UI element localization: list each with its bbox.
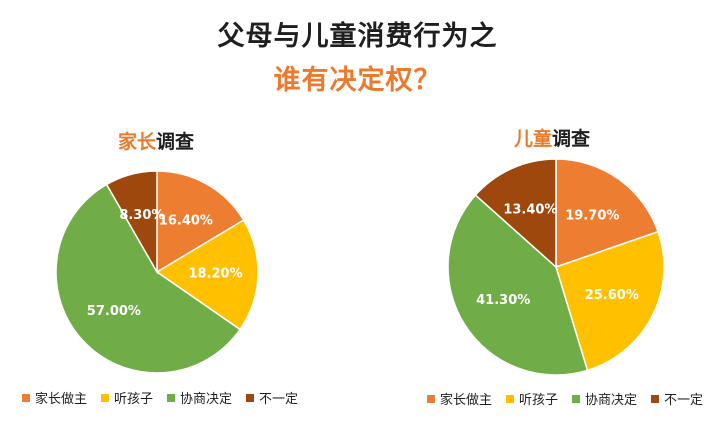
legend-swatch-parent: [427, 394, 435, 403]
chart-1-data-label-parent: 16.40%: [159, 214, 213, 229]
legend-label-parent: 家长做主: [440, 393, 493, 408]
chart-2-data-label-parent: 19.70%: [565, 208, 619, 223]
chart-2-legend: 家长做主 听孩子 协商决定 不一定: [427, 389, 715, 408]
legend-label-uncertain: 不一定: [259, 392, 299, 407]
legend-swatch-uncertain: [246, 393, 255, 402]
chart-1-slice-child: [155, 219, 259, 331]
chart-1-title: 家长调查: [118, 127, 194, 154]
chart-1-data-label-uncertain: 8.30%: [119, 208, 164, 223]
chart-1-data-label-negotiate: 57.00%: [87, 304, 141, 319]
legend-item-negotiate: 协商决定: [167, 388, 232, 407]
chart-2-slice-negotiate: [447, 194, 589, 376]
chart-1-data-label-child: 18.20%: [188, 266, 242, 281]
chart-2-slice-child: [555, 230, 665, 372]
legend-item-child: 听孩子: [101, 388, 153, 407]
chart-1-slice-uncertain: [105, 170, 158, 275]
chart-1-title-highlight: 家长: [118, 131, 157, 153]
legend-swatch-uncertain: [651, 394, 660, 403]
legend-swatch-negotiate: [572, 394, 581, 403]
legend-label-negotiate: 协商决定: [585, 393, 638, 408]
legend-item-uncertain: 不一定: [651, 389, 703, 408]
chart-2-data-label-uncertain: 13.40%: [503, 202, 557, 217]
title-line-1: 父母与儿童消费行为之: [217, 21, 498, 52]
legend-item-child: 听孩子: [506, 389, 558, 408]
legend-label-uncertain: 不一定: [664, 393, 704, 408]
title-line-2: 谁有决定权？: [273, 65, 442, 96]
legend-item-negotiate: 协商决定: [572, 389, 637, 408]
legend-swatch-child: [101, 393, 110, 402]
legend-swatch-negotiate: [167, 393, 176, 402]
chart-1-slice-negotiate: [55, 183, 242, 374]
legend-item-parent: 家长做主: [427, 389, 492, 408]
chart-2-title: 儿童调查: [514, 124, 590, 151]
chart-1-title-rest: 调查: [156, 131, 195, 153]
chart-2-title-rest: 调查: [552, 128, 591, 150]
chart-2-slice-uncertain: [474, 158, 557, 269]
legend-item-parent: 家长做主: [22, 388, 87, 407]
legend-label-negotiate: 协商决定: [180, 392, 233, 407]
legend-swatch-child: [506, 394, 515, 403]
chart-1-slice-parent: [156, 170, 245, 274]
legend-label-child: 听孩子: [114, 392, 154, 407]
legend-item-uncertain: 不一定: [246, 388, 298, 407]
legend-swatch-parent: [22, 393, 30, 402]
chart-2-title-highlight: 儿童: [514, 128, 553, 150]
legend-label-parent: 家长做主: [35, 392, 88, 407]
chart-2-data-label-child: 25.60%: [585, 288, 639, 303]
chart-2-data-label-negotiate: 41.30%: [476, 293, 530, 308]
chart-1-legend: 家长做主 听孩子 协商决定 不一定: [22, 388, 312, 407]
child-survey-pie-chart: 19.70% 25.60% 41.30% 13.40%: [447, 158, 665, 376]
parent-survey-pie-chart: 16.40% 18.20% 57.00% 8.30%: [55, 170, 259, 374]
legend-label-child: 听孩子: [519, 393, 559, 408]
